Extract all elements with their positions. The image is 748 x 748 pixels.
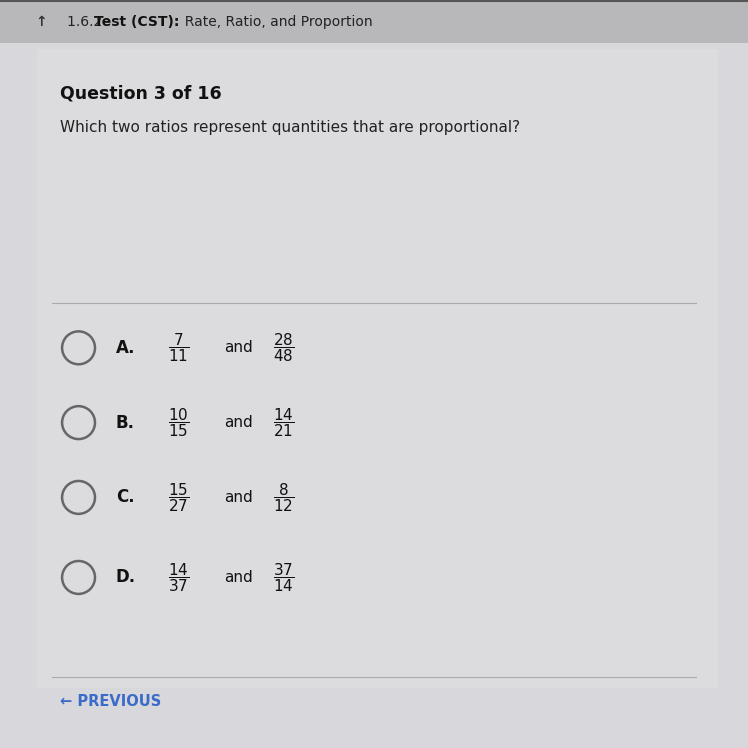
Text: and: and: [224, 415, 253, 430]
Text: $\dfrac{37}{14}$: $\dfrac{37}{14}$: [273, 561, 295, 594]
FancyBboxPatch shape: [0, 43, 748, 748]
Text: Test (CST):: Test (CST):: [94, 15, 179, 28]
Text: $\dfrac{8}{12}$: $\dfrac{8}{12}$: [273, 481, 295, 514]
Text: $\dfrac{15}{27}$: $\dfrac{15}{27}$: [168, 481, 190, 514]
Text: and: and: [224, 570, 253, 585]
Text: B.: B.: [116, 414, 135, 432]
Text: 1.6.2: 1.6.2: [67, 15, 111, 28]
Text: D.: D.: [116, 568, 136, 586]
Text: ← PREVIOUS: ← PREVIOUS: [60, 694, 161, 709]
Text: and: and: [224, 340, 253, 355]
Text: $\dfrac{7}{11}$: $\dfrac{7}{11}$: [168, 331, 190, 364]
Text: $\dfrac{14}{21}$: $\dfrac{14}{21}$: [273, 406, 295, 439]
Text: and: and: [224, 490, 253, 505]
Text: Rate, Ratio, and Proportion: Rate, Ratio, and Proportion: [176, 15, 373, 28]
Text: A.: A.: [116, 339, 135, 357]
Text: ↑: ↑: [35, 15, 47, 28]
Text: $\dfrac{14}{37}$: $\dfrac{14}{37}$: [168, 561, 190, 594]
FancyBboxPatch shape: [37, 49, 718, 688]
Text: $\dfrac{10}{15}$: $\dfrac{10}{15}$: [168, 406, 190, 439]
Text: $\dfrac{28}{48}$: $\dfrac{28}{48}$: [273, 331, 295, 364]
Text: Which two ratios represent quantities that are proportional?: Which two ratios represent quantities th…: [60, 120, 520, 135]
FancyBboxPatch shape: [0, 0, 748, 43]
Text: C.: C.: [116, 488, 135, 506]
Text: Question 3 of 16: Question 3 of 16: [60, 85, 221, 102]
